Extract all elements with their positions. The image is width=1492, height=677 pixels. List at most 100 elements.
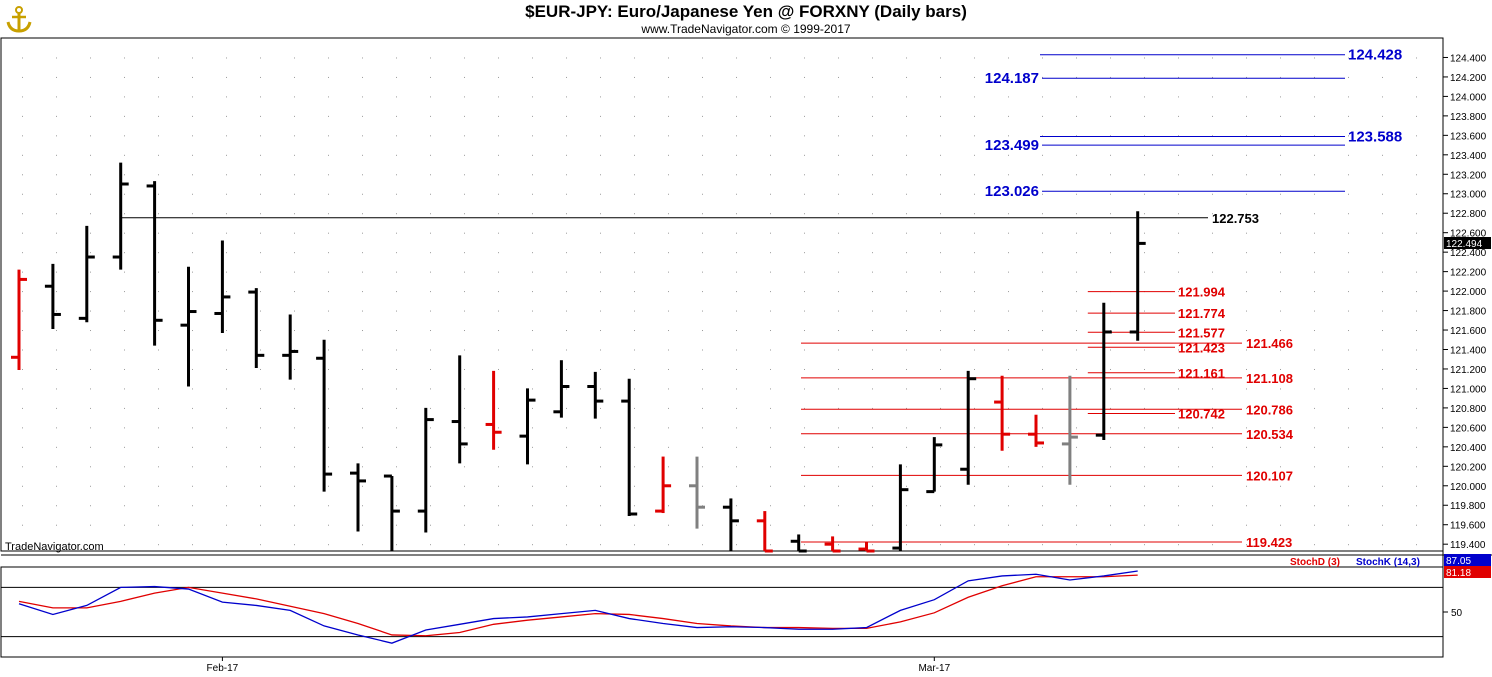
grid-dot (1008, 193, 1009, 195)
grid-dot (1348, 232, 1349, 234)
grid-dot (226, 446, 227, 448)
grid-dot (1212, 388, 1213, 390)
grid-dot (736, 115, 737, 117)
grid-dot (736, 291, 737, 293)
grid-dot (158, 544, 159, 546)
ohlc-bar (11, 269, 27, 370)
grid-dot (1008, 485, 1009, 487)
grid-dot (22, 57, 23, 59)
grid-dot (498, 291, 499, 293)
grid-dot (838, 57, 839, 59)
chart-title: $EUR-JPY: Euro/Japanese Yen @ FORXNY (Da… (525, 2, 967, 21)
grid-dot (940, 446, 941, 448)
grid-dot (532, 368, 533, 370)
grid-dot (1110, 76, 1111, 78)
grid-dot (1076, 505, 1077, 507)
grid-dot (1144, 330, 1145, 332)
grid-dot (124, 388, 125, 390)
grid-dot (1008, 252, 1009, 254)
grid-dot (294, 96, 295, 98)
grid-dot (736, 57, 737, 59)
grid-dot (974, 466, 975, 468)
grid-dot (124, 271, 125, 273)
grid-dot (1280, 232, 1281, 234)
grid-dot (464, 407, 465, 409)
grid-dot (498, 96, 499, 98)
grid-dot (1178, 213, 1179, 215)
grid-dot (770, 252, 771, 254)
grid-dot (906, 485, 907, 487)
grid-dot (22, 252, 23, 254)
grid-dot (226, 271, 227, 273)
grid-dot (906, 115, 907, 117)
grid-dot (464, 427, 465, 429)
grid-dot (260, 174, 261, 176)
grid-dot (124, 291, 125, 293)
grid-dot (1008, 388, 1009, 390)
grid-dot (1416, 544, 1417, 546)
grid-dot (260, 330, 261, 332)
grid-dot (940, 407, 941, 409)
grid-dot (940, 524, 941, 526)
y-tick-label: 124.200 (1450, 73, 1487, 84)
grid-dot (1246, 466, 1247, 468)
grid-dot (906, 330, 907, 332)
grid-dot (974, 368, 975, 370)
grid-dot (736, 505, 737, 507)
grid-dot (56, 291, 57, 293)
grid-dot (90, 388, 91, 390)
stochastic-frame (0, 566, 1444, 658)
grid-dot (1008, 330, 1009, 332)
grid-dot (226, 232, 227, 234)
grid-dot (906, 135, 907, 137)
grid-dot (430, 76, 431, 78)
grid-dot (396, 232, 397, 234)
grid-dot (226, 544, 227, 546)
grid-dot (226, 57, 227, 59)
grid-dot (838, 388, 839, 390)
grid-dot (940, 135, 941, 137)
grid-dot (532, 505, 533, 507)
grid-dot (1382, 388, 1383, 390)
grid-dot (1348, 446, 1349, 448)
grid-dot (872, 388, 873, 390)
grid-dot (770, 427, 771, 429)
level-label: 120.107 (1246, 468, 1293, 483)
grid-dot (1212, 252, 1213, 254)
grid-dot (1246, 349, 1247, 351)
grid-dot (736, 466, 737, 468)
grid-dot (770, 524, 771, 526)
grid-dot (22, 96, 23, 98)
y-tick-label: 121.600 (1450, 326, 1487, 337)
grid-dot (702, 174, 703, 176)
grid-dot (1280, 505, 1281, 507)
grid-dot (22, 349, 23, 351)
grid-dot (838, 96, 839, 98)
grid-dot (770, 388, 771, 390)
grid-dot (22, 135, 23, 137)
grid-dot (804, 524, 805, 526)
grid-dot (1416, 252, 1417, 254)
grid-dot (770, 310, 771, 312)
title-bar: $EUR-JPY: Euro/Japanese Yen @ FORXNY (Da… (0, 0, 1492, 38)
grid-dot (158, 485, 159, 487)
grid-dot (464, 232, 465, 234)
y-tick-label: 124.400 (1450, 53, 1487, 64)
grid-dot (872, 271, 873, 273)
grid-dot (260, 349, 261, 351)
grid-dot (294, 57, 295, 59)
grid-dot (668, 388, 669, 390)
grid-dot (906, 349, 907, 351)
grid-dot (158, 446, 159, 448)
grid-dot (532, 388, 533, 390)
grid-dot (22, 446, 23, 448)
y-tick-label: 123.400 (1450, 151, 1487, 162)
grid-dot (90, 505, 91, 507)
grid-dot (1110, 407, 1111, 409)
grid-dot (294, 466, 295, 468)
grid-dot (1212, 96, 1213, 98)
grid-dot (940, 271, 941, 273)
grid-dot (294, 368, 295, 370)
grid-dot (22, 427, 23, 429)
